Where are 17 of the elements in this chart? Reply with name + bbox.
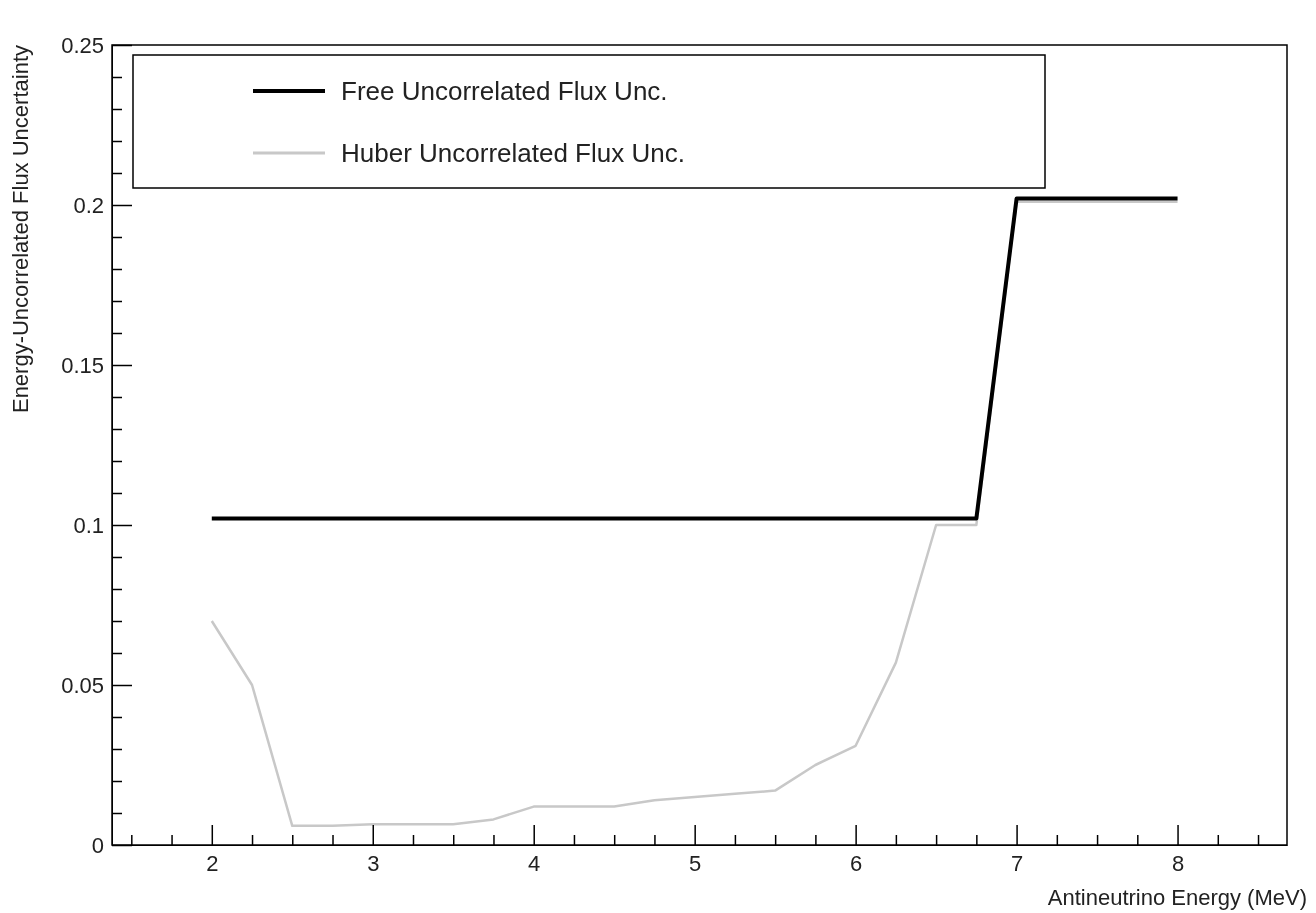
- legend-label: Free Uncorrelated Flux Unc.: [341, 76, 668, 106]
- y-tick-label: 0: [91, 832, 104, 858]
- x-tick-label: 4: [528, 850, 541, 876]
- legend-label: Huber Uncorrelated Flux Unc.: [341, 138, 685, 168]
- y-tick-label: 0.25: [61, 32, 104, 58]
- x-tick-label: 8: [1171, 850, 1185, 876]
- x-tick-label: 7: [1010, 850, 1024, 876]
- y-tick-label: 0.15: [61, 352, 104, 378]
- x-tick-label: 5: [689, 850, 702, 876]
- y-axis-title: Energy-Uncorrelated Flux Uncertainty: [8, 45, 33, 414]
- y-tick-label: 0.2: [73, 192, 104, 218]
- x-tick-label: 6: [850, 850, 863, 876]
- x-tick-label: 3: [367, 850, 380, 876]
- x-tick-label: 2: [206, 850, 219, 876]
- x-axis-title: Antineutrino Energy (MeV): [1047, 885, 1307, 910]
- y-tick-label: 0.1: [73, 512, 104, 538]
- y-tick-label: 0.05: [61, 672, 104, 698]
